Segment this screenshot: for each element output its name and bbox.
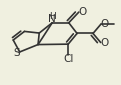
Text: H: H: [49, 12, 56, 21]
Text: O: O: [100, 37, 109, 48]
Text: S: S: [13, 48, 20, 58]
Text: O: O: [78, 7, 87, 17]
Text: N: N: [48, 14, 56, 24]
Text: Cl: Cl: [63, 54, 73, 64]
Text: O: O: [100, 19, 108, 29]
